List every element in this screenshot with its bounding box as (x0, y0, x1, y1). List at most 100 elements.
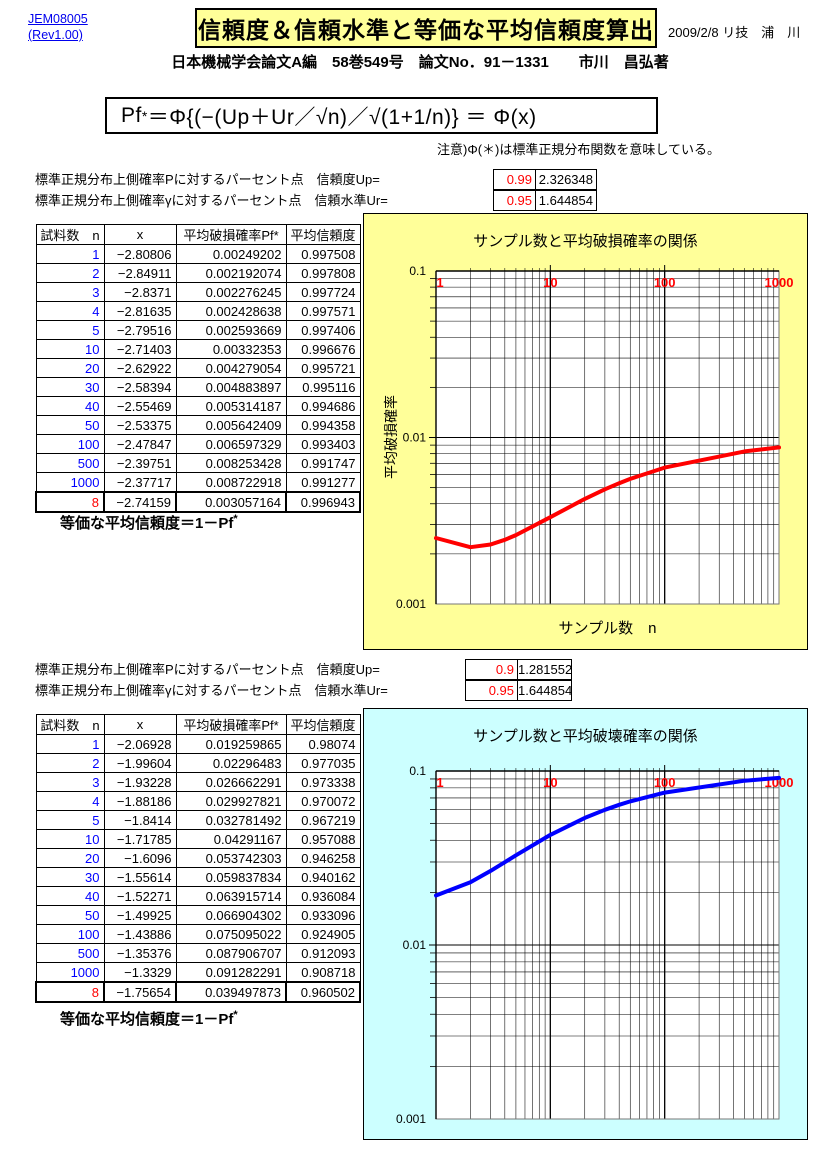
table-cell: 100 (35, 924, 105, 944)
param-label-up: 標準正規分布上側確率Pに対するパーセント点 信頼度Up= (35, 172, 380, 187)
table-cell: 30 (35, 867, 105, 887)
table-cell: −2.55469 (103, 396, 177, 416)
table-row: 500 −2.39751 0.008253428 0.991747 (35, 453, 361, 473)
table-cell: 50 (35, 415, 105, 435)
table-cell: 0.004279054 (175, 358, 287, 378)
page-title: 信頼度＆信頼水準と等価な平均信頼度算出 (195, 8, 657, 48)
table-row: 50 −2.53375 0.005642409 0.994358 (35, 415, 361, 435)
table-row: 1000 −1.3329 0.091282291 0.908718 (35, 962, 361, 983)
equivalence-note: 等価な平均信頼度＝1－Pf* (60, 1008, 238, 1029)
table-cell: −2.79516 (103, 320, 177, 340)
svg-text:0.01: 0.01 (403, 938, 427, 952)
table-cell: −1.8414 (103, 810, 177, 830)
table-cell: 0.002192074 (175, 263, 287, 283)
table-row: 40 −1.52271 0.063915714 0.936084 (35, 886, 361, 906)
svg-text:0.001: 0.001 (396, 1112, 426, 1126)
table-row: 30 −1.55614 0.059837834 0.940162 (35, 867, 361, 887)
table-cell: 0.997808 (285, 263, 361, 283)
table-cell: 0.053742303 (175, 848, 287, 868)
ur-percent-point-cell: 1.644854 (536, 190, 597, 211)
table-cell: −2.53375 (103, 415, 177, 435)
table-cell: 0.997406 (285, 320, 361, 340)
svg-text:0.01: 0.01 (403, 431, 427, 445)
equivalence-note-sup: * (233, 513, 238, 525)
table-cell: 0.995116 (285, 377, 361, 397)
table-cell: 20 (35, 358, 105, 378)
table-cell: 1 (35, 244, 105, 264)
table-cell: 0.908718 (285, 962, 361, 983)
table-cell: 0.957088 (285, 829, 361, 849)
table-cell: 0.004883897 (175, 377, 287, 397)
formula-note: 注意)Φ(＊)は標準正規分布関数を意味している。 (437, 142, 720, 157)
param-values: 0.9 1.281552 (465, 659, 572, 680)
table-cell: 0.936084 (285, 886, 361, 906)
table-cell: 0.991747 (285, 453, 361, 473)
table-row: 2 −1.99604 0.02296483 0.977035 (35, 753, 361, 773)
table-row: 1 −2.06928 0.019259865 0.98074 (35, 734, 361, 754)
svg-text:100: 100 (654, 275, 676, 290)
param-row: 標準正規分布上側確率γに対するパーセント点 信頼水準Ur= 0.95 1.6448… (0, 680, 838, 701)
table-cell: 0.002428638 (175, 301, 287, 321)
table-row: 30 −2.58394 0.004883897 0.995116 (35, 377, 361, 397)
table-cell: −2.80806 (103, 244, 177, 264)
data-series-line (434, 775, 781, 898)
data-table-2: 試料数 n x 平均破損確率Pf* 平均信頼度 1 −2.06928 0.019259865… (35, 714, 361, 1003)
document-revision[interactable]: (Rev1.00) (28, 28, 83, 42)
up-probability-cell[interactable]: 0.9 (465, 659, 518, 680)
document-id[interactable]: JEM08005 (28, 12, 88, 26)
table-cell: 10 (35, 829, 105, 849)
table-row: 5 −2.79516 0.002593669 0.997406 (35, 320, 361, 340)
table-cell: 0.996676 (285, 339, 361, 359)
param-label-ur: 標準正規分布上側確率γに対するパーセント点 信頼水準Ur= (35, 683, 388, 698)
table-row: 40 −2.55469 0.005314187 0.994686 (35, 396, 361, 416)
table-cell: 40 (35, 396, 105, 416)
column-header: x (103, 224, 177, 245)
table-row: 5 −1.8414 0.032781492 0.967219 (35, 810, 361, 830)
chart-title: サンプル数と平均破損確率の関係 (473, 233, 698, 250)
table-row: 4 −1.88186 0.029927821 0.970072 (35, 791, 361, 811)
table-header-row: 試料数 n x 平均破損確率Pf* 平均信頼度 (35, 714, 361, 735)
table-cell: 0.973338 (285, 772, 361, 792)
table-cell: −2.62922 (103, 358, 177, 378)
svg-text:0.1: 0.1 (409, 264, 426, 278)
table-cell: 0.008722918 (175, 472, 287, 493)
table-cell: 0.991277 (285, 472, 361, 493)
table-cell: 0.066904302 (175, 905, 287, 925)
table-cell: 5 (35, 320, 105, 340)
table-cell: −2.8371 (103, 282, 177, 302)
document-id-link[interactable]: JEM08005 (Rev1.00) (28, 11, 88, 43)
table-cell: 0.002593669 (175, 320, 287, 340)
table-cell: −1.52271 (103, 886, 177, 906)
table-cell: 0.967219 (285, 810, 361, 830)
table-cell: 0.008253428 (175, 453, 287, 473)
table-cell: −2.06928 (103, 734, 177, 754)
table-cell: 0.075095022 (175, 924, 287, 944)
ur-probability-cell[interactable]: 0.95 (493, 190, 536, 211)
table-cell: 30 (35, 377, 105, 397)
table-cell: −2.71403 (103, 339, 177, 359)
chart-title: サンプル数と平均破壊確率の関係 (473, 728, 698, 745)
table-cell: −1.93228 (103, 772, 177, 792)
table-cell: 0.970072 (285, 791, 361, 811)
table-cell: 500 (35, 453, 105, 473)
x-axis-title: サンプル数 n (558, 620, 657, 637)
table-cell: 3 (35, 772, 105, 792)
svg-text:1: 1 (436, 775, 443, 790)
table-cell: 0.994686 (285, 396, 361, 416)
table-cell: 2 (35, 753, 105, 773)
ur-probability-cell[interactable]: 0.95 (465, 680, 518, 701)
table-row: 500 −1.35376 0.087906707 0.912093 (35, 943, 361, 963)
up-probability-cell[interactable]: 0.99 (493, 169, 536, 190)
table-cell: 0.960502 (285, 981, 361, 1003)
svg-text:10: 10 (543, 775, 557, 790)
table-row: 4 −2.81635 0.002428638 0.997571 (35, 301, 361, 321)
param-row: 標準正規分布上側確率γに対するパーセント点 信頼水準Ur= 0.95 1.6448… (0, 190, 838, 211)
table-cell: −1.75654 (103, 981, 177, 1003)
table-cell: 0.933096 (285, 905, 361, 925)
table-row: 100 −1.43886 0.075095022 0.924905 (35, 924, 361, 944)
table-cell: −2.39751 (103, 453, 177, 473)
table-cell: 0.00249202 (175, 244, 287, 264)
column-header: 平均破損確率Pf* (175, 224, 287, 245)
